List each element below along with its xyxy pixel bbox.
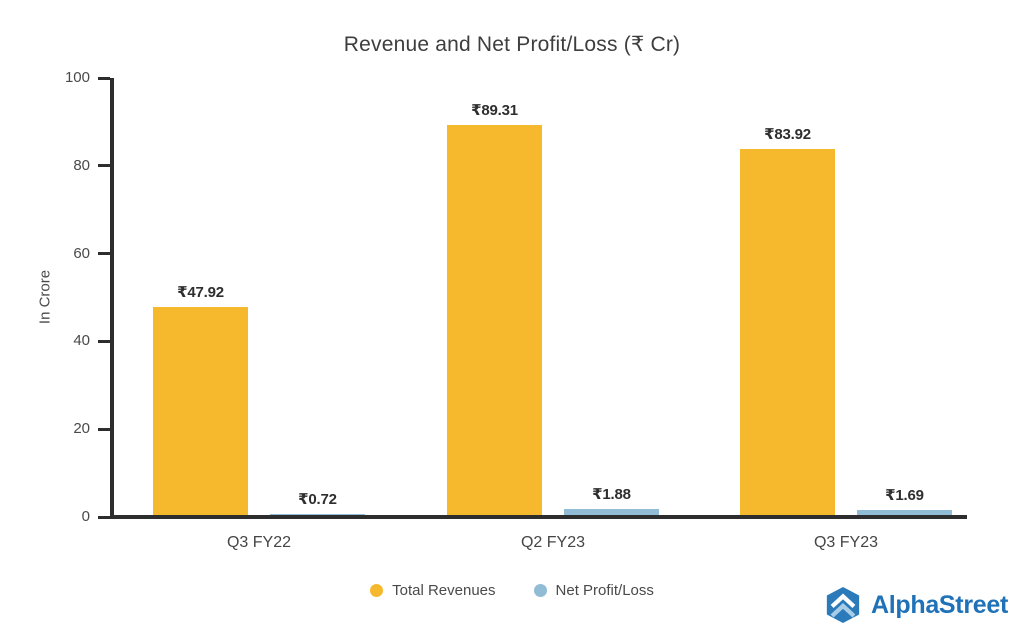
legend-label-total-revenues: Total Revenues bbox=[392, 582, 496, 599]
bar-total-revenues-q3-fy23 bbox=[740, 149, 835, 517]
y-tick-100 bbox=[98, 76, 110, 80]
y-tick-label-100: 100 bbox=[64, 69, 90, 86]
brand-logo: AlphaStreet bbox=[824, 586, 1008, 624]
y-tick-40 bbox=[98, 339, 110, 343]
y-tick-20 bbox=[98, 427, 110, 431]
y-tick-label-80: 80 bbox=[73, 156, 90, 174]
legend-item-total-revenues: Total Revenues bbox=[370, 582, 496, 599]
brand-logo-text: AlphaStreet bbox=[870, 590, 1008, 619]
y-axis-line bbox=[110, 78, 114, 519]
y-tick-label-60: 60 bbox=[73, 244, 90, 262]
x-axis-line bbox=[110, 515, 967, 519]
y-axis-title: In Crore bbox=[36, 269, 54, 325]
bar-total-revenues-q2-fy23 bbox=[447, 125, 542, 517]
chart-title: Revenue and Net Profit/Loss (₹ Cr) bbox=[343, 33, 681, 56]
x-category-label-q3-fy22: Q3 FY22 bbox=[226, 534, 292, 551]
plot-area: 0 20 40 60 80 100 ₹47.92 ₹0.72 Q3 FY22 ₹89.31 ₹1.8… bbox=[65, 69, 967, 551]
x-category-label-q3-fy23: Q3 FY23 bbox=[813, 534, 879, 551]
y-tick-60 bbox=[98, 252, 110, 256]
y-tick-80 bbox=[98, 164, 110, 168]
legend-dot-total-revenues bbox=[370, 584, 384, 597]
value-label-net-profit-loss-q3-fy22: ₹0.72 bbox=[298, 491, 337, 508]
legend-label-net-profit-loss: Net Profit/Loss bbox=[555, 582, 654, 599]
y-tick-label-0: 0 bbox=[81, 508, 90, 525]
value-label-net-profit-loss-q3-fy23: ₹1.69 bbox=[885, 487, 924, 504]
value-label-total-revenues-q2-fy23: ₹89.31 bbox=[471, 102, 518, 119]
legend: Total Revenues Net Profit/Loss bbox=[0, 582, 1024, 599]
alphastreet-logo-icon bbox=[824, 586, 862, 624]
bar-total-revenues-q3-fy22 bbox=[153, 307, 248, 517]
y-tick-label-40: 40 bbox=[73, 332, 90, 350]
value-label-total-revenues-q3-fy23: ₹83.92 bbox=[764, 126, 811, 143]
value-label-total-revenues-q3-fy22: ₹47.92 bbox=[177, 284, 224, 301]
y-tick-label-20: 20 bbox=[73, 420, 90, 438]
bar-net-profit-loss-q2-fy23 bbox=[564, 509, 659, 517]
legend-item-net-profit-loss: Net Profit/Loss bbox=[533, 582, 654, 599]
x-category-label-q2-fy23: Q2 FY23 bbox=[520, 534, 586, 551]
y-tick-0 bbox=[98, 515, 110, 519]
legend-dot-net-profit-loss bbox=[533, 584, 547, 597]
bar-net-profit-loss-q3-fy23 bbox=[857, 510, 952, 517]
value-label-net-profit-loss-q2-fy23: ₹1.88 bbox=[592, 486, 631, 503]
